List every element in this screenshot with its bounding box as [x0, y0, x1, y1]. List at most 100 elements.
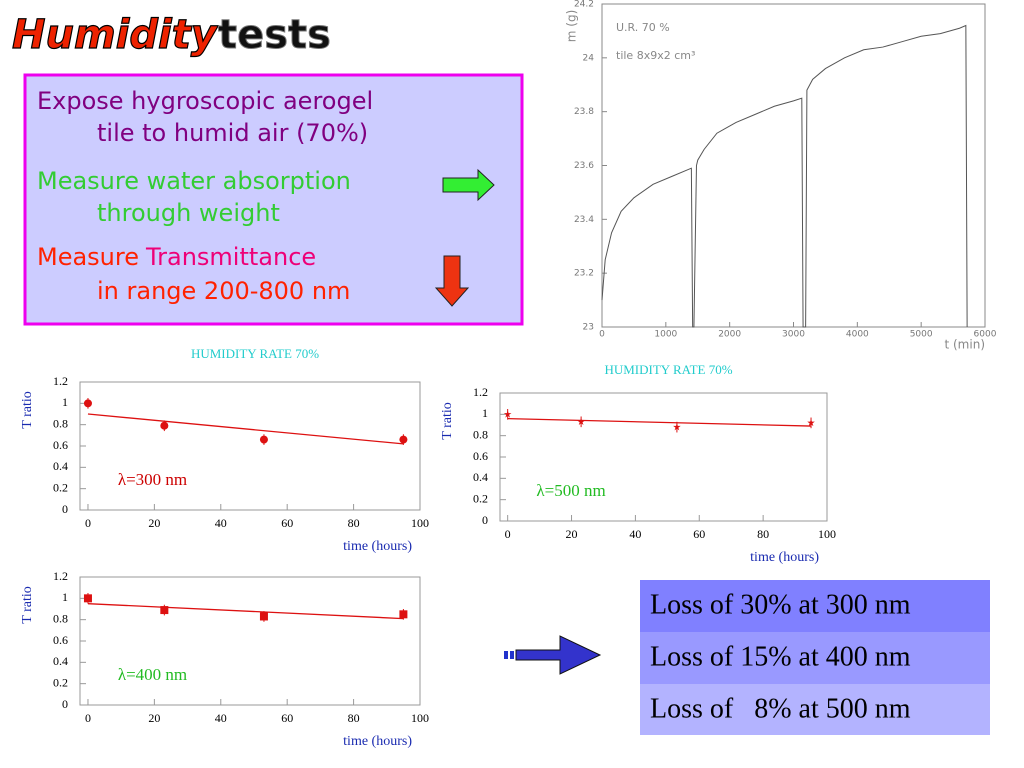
y-tick-label: 0.8: [53, 416, 68, 430]
x-tick-label: 40: [215, 516, 227, 530]
x-tick-label: 80: [348, 711, 360, 725]
item-text: in range 200-800 nm: [97, 277, 350, 305]
x-tick-label: 0: [505, 527, 511, 541]
arrow-down: [434, 255, 470, 307]
annotation: λ=300 nm: [118, 470, 187, 489]
y-tick-label: 23.2: [574, 269, 594, 279]
y-tick-label: 0: [62, 502, 68, 516]
arrow-blue: [504, 635, 602, 675]
item-text: Expose hygroscopic aerogel: [37, 87, 373, 115]
y-tick-label: 0.8: [53, 611, 68, 625]
y-tick-label: 0.4: [53, 654, 68, 668]
y-axis-label: T ratio: [20, 586, 35, 623]
marker: [673, 423, 681, 431]
x-tick-label: 3000: [782, 330, 805, 340]
x-tick-label: 2000: [718, 330, 741, 340]
x-tick-label: 80: [348, 516, 360, 530]
x-tick-label: 4000: [846, 330, 869, 340]
data-line: [601, 24, 968, 328]
chart-title: HUMIDITY RATE 70%: [604, 362, 732, 377]
y-tick-label: 24: [583, 53, 595, 63]
annotation: U.R. 70 %: [616, 21, 670, 34]
x-tick-label: 0: [85, 516, 91, 530]
x-tick-label: 100: [818, 527, 836, 541]
result-text: Loss of 15% at 400 nm: [650, 641, 911, 672]
y-tick-label: 0.4: [53, 459, 68, 473]
y-tick-label: 1: [482, 406, 488, 420]
marker: [160, 421, 169, 430]
y-axis-label: T ratio: [20, 391, 35, 428]
fit-line: [507, 417, 812, 427]
y-tick-label: 23.6: [574, 161, 594, 171]
marker: [503, 410, 512, 418]
x-tick-label: 60: [281, 516, 293, 530]
y-tick-label: 0.8: [473, 427, 488, 441]
item-text: Measure: [37, 243, 139, 271]
x-tick-label: 1000: [654, 330, 677, 340]
title-word: tests: [218, 12, 331, 58]
x-tick-label: 100: [411, 516, 429, 530]
arrow-right: [442, 168, 495, 202]
y-tick-label: 1.2: [473, 385, 488, 399]
y-tick-label: 0: [62, 697, 68, 711]
annotation: λ=400 nm: [118, 665, 187, 684]
x-tick-label: 60: [693, 527, 705, 541]
marker: [577, 417, 585, 426]
x-axis-label: time (hours): [343, 734, 412, 749]
y-tick-label: 0.6: [473, 449, 488, 463]
chart-title: HUMIDITY RATE 70%: [191, 346, 319, 361]
y-tick-label: 0.2: [53, 675, 68, 689]
y-tick-label: 0.2: [53, 480, 68, 494]
annotation: tile 8x9x2 cm³: [616, 49, 695, 62]
marker: [259, 435, 268, 444]
y-tick-label: 1.2: [53, 569, 68, 583]
x-tick-label: 40: [215, 711, 227, 725]
x-tick-label: 20: [148, 516, 160, 530]
y-tick-label: 23.4: [574, 215, 594, 225]
y-tick-label: 0: [482, 513, 488, 527]
x-tick-label: 6000: [974, 330, 997, 340]
y-tick-label: 1: [62, 395, 68, 409]
y-tick-label: 1: [62, 590, 68, 604]
marker: [160, 606, 169, 615]
x-tick-label: 20: [566, 527, 578, 541]
marker: [399, 435, 408, 444]
y-tick-label: 1.2: [53, 374, 68, 388]
marker: [83, 399, 92, 408]
marker: [399, 610, 408, 619]
x-tick-label: 60: [281, 711, 293, 725]
x-tick-label: 80: [757, 527, 769, 541]
item-text: Transmittance: [145, 243, 316, 271]
x-axis-label: time (hours): [750, 550, 819, 565]
y-tick-label: 24.2: [574, 0, 594, 10]
info-box: [23, 73, 524, 326]
item-text: Expose hygroscopic aerogel: [37, 87, 373, 115]
annotation: λ=500 nm: [536, 481, 605, 500]
x-axis-label: t (min): [944, 338, 985, 352]
x-tick-label: 40: [629, 527, 641, 541]
item-text: Measure Transmittance: [37, 243, 316, 271]
y-axis-label: T ratio: [440, 402, 455, 439]
result-row: [640, 580, 990, 632]
item-text: Measure water absorption: [37, 167, 351, 195]
fit-line: [87, 413, 404, 445]
y-tick-label: 0.2: [473, 491, 488, 505]
y-axis-label: m (g): [565, 10, 579, 42]
item-text: Measure water absorption: [37, 167, 351, 195]
x-tick-label: 20: [148, 711, 160, 725]
result-text: Loss of 8% at 500 nm: [650, 693, 911, 724]
x-tick-label: 5000: [910, 330, 933, 340]
y-tick-label: 0.6: [53, 633, 68, 647]
item-text: through weight: [97, 199, 280, 227]
result-text: Loss of 30% at 300 nm: [650, 589, 911, 620]
result-row: [640, 632, 990, 684]
x-tick-label: 0: [85, 711, 91, 725]
fit-line: [87, 603, 404, 620]
title-word: Humidity: [12, 12, 219, 58]
y-tick-label: 23: [583, 323, 594, 333]
marker: [83, 594, 92, 603]
marker: [807, 418, 815, 427]
y-tick-label: 23.8: [574, 107, 594, 117]
